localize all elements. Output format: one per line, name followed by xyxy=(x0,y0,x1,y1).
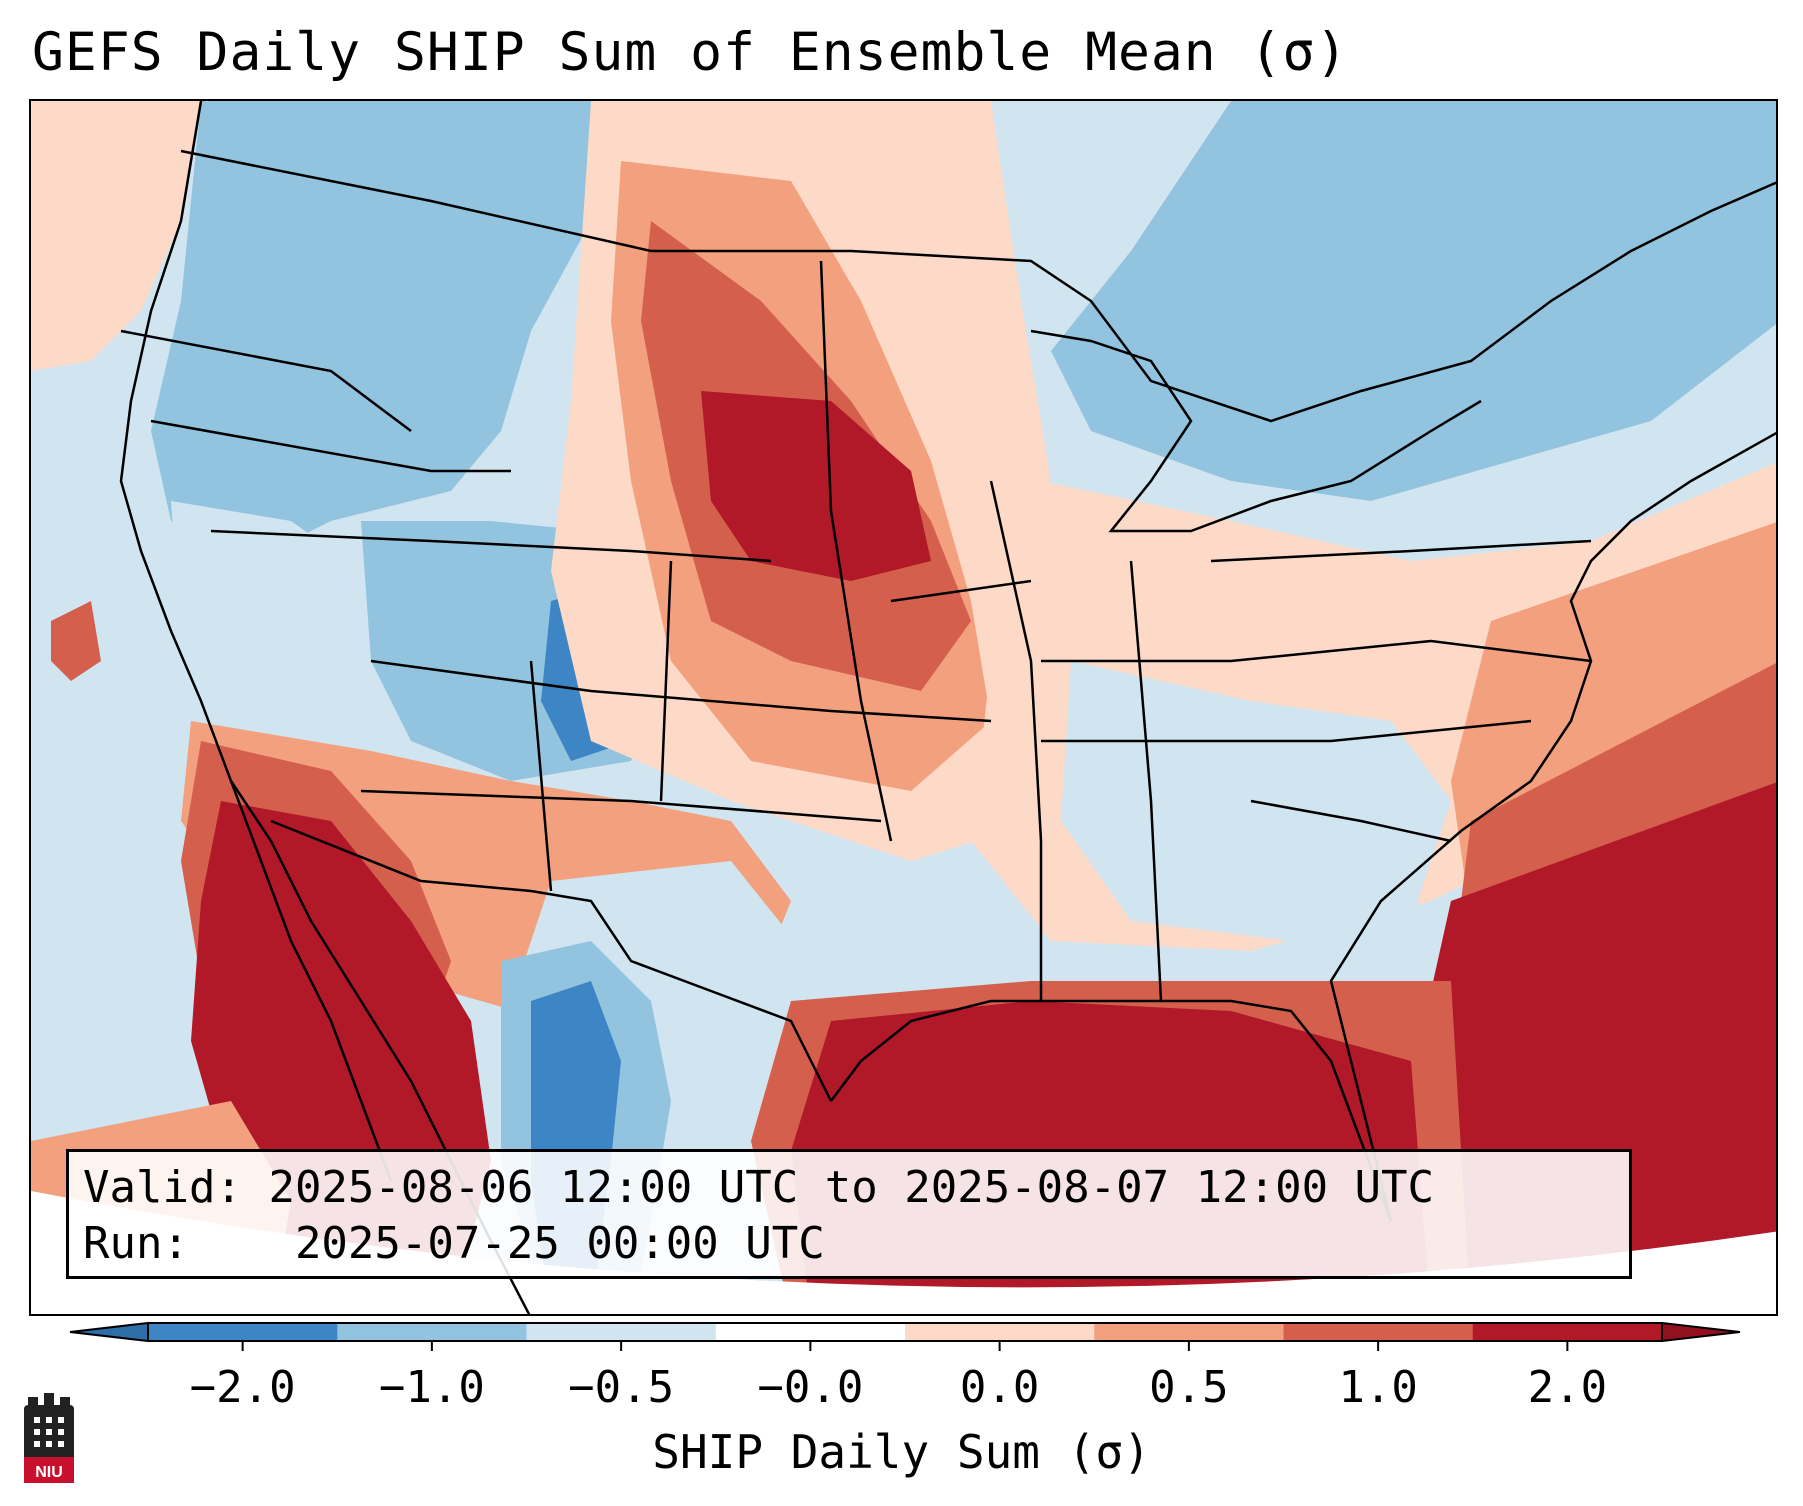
state-line-4 xyxy=(370,659,992,723)
state-line-8 xyxy=(819,260,893,842)
state-line-5 xyxy=(360,789,882,823)
logo-text: NIU xyxy=(35,1464,63,1481)
great-lakes-outline xyxy=(1030,329,1482,533)
pacific-positive-region xyxy=(31,101,201,371)
baja-coast xyxy=(229,780,393,1182)
colorbar-label: SHIP Daily Sum (σ) xyxy=(652,1425,1151,1479)
state-line-2 xyxy=(150,419,511,473)
state-line-13 xyxy=(1210,539,1592,563)
boundary-lines xyxy=(119,101,1776,1314)
colorbar-tick-label: −0.0 xyxy=(757,1362,863,1413)
northeast-negative xyxy=(1051,101,1776,501)
us-canada-border xyxy=(180,149,1776,423)
colorbar-segment xyxy=(715,1323,906,1341)
colorbar-tick-label: 2.0 xyxy=(1528,1362,1607,1413)
colorbar-tick-label: −1.0 xyxy=(379,1362,485,1413)
colorbar-tick-label: −0.5 xyxy=(568,1362,674,1413)
state-line-1 xyxy=(120,329,412,432)
state-line-7 xyxy=(659,560,673,802)
run-label: Run: xyxy=(83,1218,189,1269)
colorbar-tick-label: 0.5 xyxy=(1149,1362,1228,1413)
state-line-6 xyxy=(529,660,553,892)
colorbar-extend-left xyxy=(69,1321,149,1343)
colorbar-tick-label: 1.0 xyxy=(1338,1362,1417,1413)
map-panel xyxy=(29,99,1778,1316)
colorbar-tick-label: −2.0 xyxy=(190,1362,296,1413)
state-line-10 xyxy=(1129,560,1163,1002)
us-mexico-border xyxy=(270,819,833,1102)
colorbar-extend-right xyxy=(1661,1321,1741,1343)
valid-text: 2025-08-06 12:00 UTC to 2025-08-07 12:00… xyxy=(268,1162,1435,1213)
chart-title: GEFS Daily SHIP Sum of Ensemble Mean (σ) xyxy=(32,22,1349,83)
state-line-14 xyxy=(890,579,1032,603)
colorbar-segment xyxy=(1094,1323,1284,1341)
colorbar-segment xyxy=(148,1323,338,1341)
colorbar-segment xyxy=(337,1323,527,1341)
gulf-coast xyxy=(830,999,1393,1222)
colorbar: −2.0 −1.0 −0.5 −0.0 0.0 0.5 1.0 2.0 xyxy=(69,1321,1741,1413)
projection-edge xyxy=(31,1191,1776,1314)
state-line-9 xyxy=(989,480,1043,1001)
valid-label: Valid: xyxy=(83,1162,242,1213)
colorbar-segment xyxy=(526,1323,717,1341)
colorbar-segment xyxy=(1472,1323,1663,1341)
coastline-west xyxy=(119,101,531,1314)
state-line-3 xyxy=(210,529,772,563)
colorbar-segment xyxy=(1283,1323,1474,1341)
northern-rockies-negative xyxy=(151,101,591,571)
validity-info-box: Valid: 2025-08-06 12:00 UTC to 2025-08-0… xyxy=(66,1149,1632,1279)
state-line-12 xyxy=(1041,719,1532,743)
atlantic-coast xyxy=(1329,431,1776,1222)
niu-logo: NIU xyxy=(24,1393,74,1483)
state-line-15 xyxy=(1250,799,1452,843)
state-line-11 xyxy=(1041,639,1592,663)
plains-extreme-positive xyxy=(701,391,931,581)
great-basin-weak-negative xyxy=(171,501,391,801)
colorbar-segment xyxy=(905,1323,1095,1341)
colorbar-tick-label: 0.0 xyxy=(960,1362,1039,1413)
run-text: 2025-07-25 00:00 UTC xyxy=(294,1218,825,1269)
pacific-positive-patch xyxy=(51,601,101,681)
